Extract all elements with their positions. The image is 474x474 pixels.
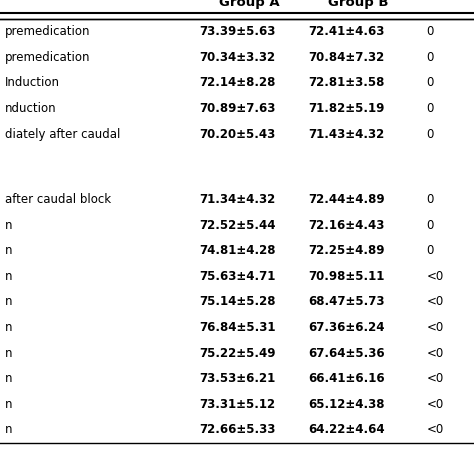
Text: 72.81±3.58: 72.81±3.58 xyxy=(308,76,384,90)
Text: premedication: premedication xyxy=(5,25,90,38)
Text: 71.82±5.19: 71.82±5.19 xyxy=(308,102,384,115)
Text: <0: <0 xyxy=(427,423,444,437)
Text: Group A: Group A xyxy=(219,0,279,9)
Text: <0: <0 xyxy=(427,346,444,360)
Text: 65.12±4.38: 65.12±4.38 xyxy=(308,398,384,411)
Text: 70.89±7.63: 70.89±7.63 xyxy=(199,102,275,115)
Text: 75.14±5.28: 75.14±5.28 xyxy=(199,295,275,309)
Text: 76.84±5.31: 76.84±5.31 xyxy=(199,321,275,334)
Text: <0: <0 xyxy=(427,295,444,309)
Text: 73.31±5.12: 73.31±5.12 xyxy=(199,398,275,411)
Text: n: n xyxy=(5,270,12,283)
Text: 72.16±4.43: 72.16±4.43 xyxy=(308,219,384,232)
Text: 0: 0 xyxy=(427,102,434,115)
Text: n: n xyxy=(5,423,12,437)
Text: premedication: premedication xyxy=(5,51,90,64)
Text: 0: 0 xyxy=(427,219,434,232)
Text: 0: 0 xyxy=(427,25,434,38)
Text: 70.20±5.43: 70.20±5.43 xyxy=(199,128,275,141)
Text: 73.53±6.21: 73.53±6.21 xyxy=(199,372,275,385)
Text: n: n xyxy=(5,321,12,334)
Text: n: n xyxy=(5,244,12,257)
Text: 67.64±5.36: 67.64±5.36 xyxy=(308,346,385,360)
Text: n: n xyxy=(5,346,12,360)
Text: 67.36±6.24: 67.36±6.24 xyxy=(308,321,384,334)
Text: <0: <0 xyxy=(427,372,444,385)
Text: n: n xyxy=(5,372,12,385)
Text: 0: 0 xyxy=(427,128,434,141)
Text: 0: 0 xyxy=(427,193,434,206)
Text: 75.22±5.49: 75.22±5.49 xyxy=(199,346,275,360)
Text: nduction: nduction xyxy=(5,102,56,115)
Text: 72.66±5.33: 72.66±5.33 xyxy=(199,423,275,437)
Text: <0: <0 xyxy=(427,270,444,283)
Text: 72.25±4.89: 72.25±4.89 xyxy=(308,244,384,257)
Text: 71.43±4.32: 71.43±4.32 xyxy=(308,128,384,141)
Text: 66.41±6.16: 66.41±6.16 xyxy=(308,372,385,385)
Text: Induction: Induction xyxy=(5,76,60,90)
Text: n: n xyxy=(5,295,12,309)
Text: 70.34±3.32: 70.34±3.32 xyxy=(199,51,275,64)
Text: 74.81±4.28: 74.81±4.28 xyxy=(199,244,275,257)
Text: n: n xyxy=(5,398,12,411)
Text: <0: <0 xyxy=(427,321,444,334)
Text: 72.14±8.28: 72.14±8.28 xyxy=(199,76,275,90)
Text: after caudal block: after caudal block xyxy=(5,193,111,206)
Text: 72.52±5.44: 72.52±5.44 xyxy=(199,219,275,232)
Text: 0: 0 xyxy=(427,51,434,64)
Text: 72.41±4.63: 72.41±4.63 xyxy=(308,25,384,38)
Text: <0: <0 xyxy=(427,398,444,411)
Text: 71.34±4.32: 71.34±4.32 xyxy=(199,193,275,206)
Text: 0: 0 xyxy=(427,244,434,257)
Text: Group B: Group B xyxy=(328,0,388,9)
Text: diately after caudal: diately after caudal xyxy=(5,128,120,141)
Text: 70.84±7.32: 70.84±7.32 xyxy=(308,51,384,64)
Text: 73.39±5.63: 73.39±5.63 xyxy=(199,25,275,38)
Text: 75.63±4.71: 75.63±4.71 xyxy=(199,270,275,283)
Text: 0: 0 xyxy=(427,76,434,90)
Text: n: n xyxy=(5,219,12,232)
Text: 72.44±4.89: 72.44±4.89 xyxy=(308,193,385,206)
Text: 68.47±5.73: 68.47±5.73 xyxy=(308,295,384,309)
Text: 70.98±5.11: 70.98±5.11 xyxy=(308,270,384,283)
Text: 64.22±4.64: 64.22±4.64 xyxy=(308,423,385,437)
